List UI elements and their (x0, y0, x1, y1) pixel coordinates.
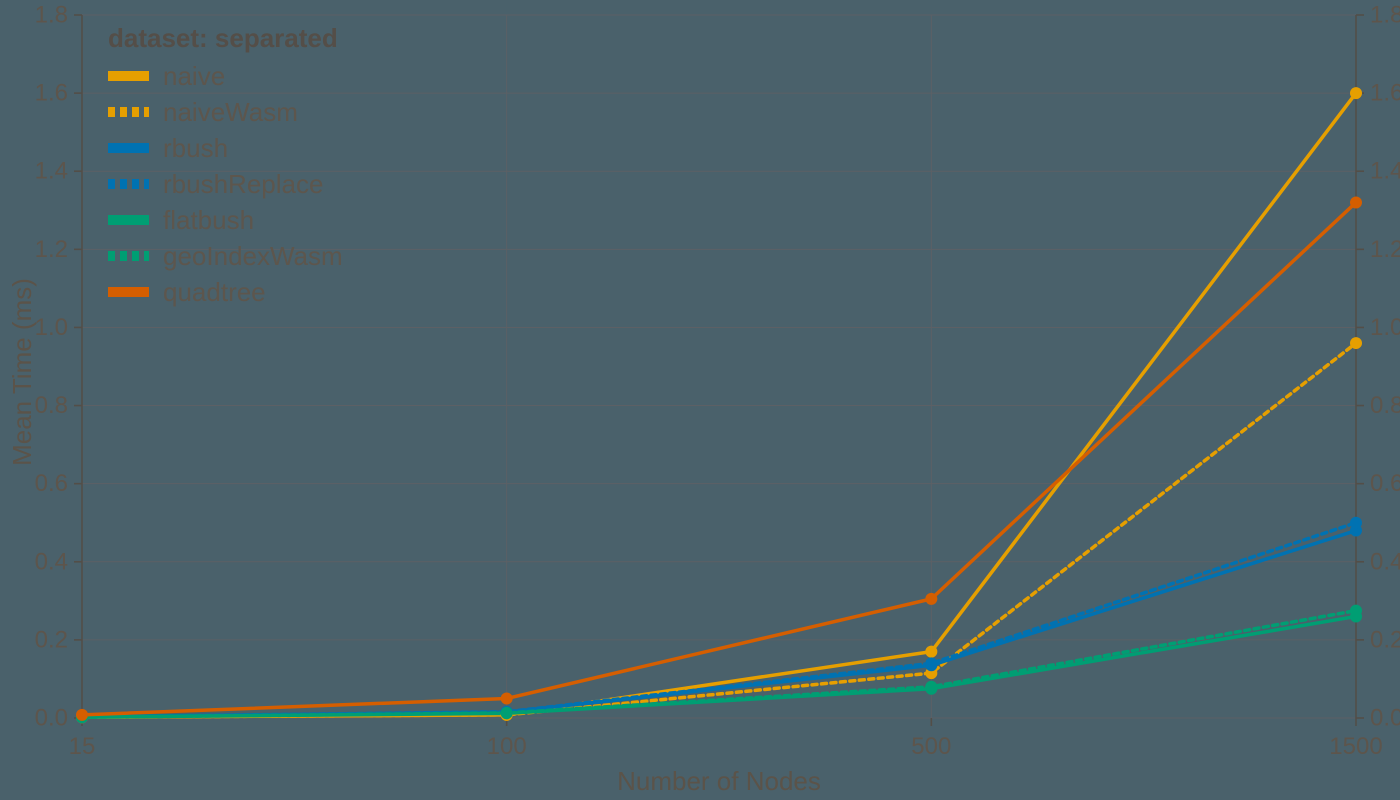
legend-item-rbushReplace: rbushReplace (108, 166, 343, 202)
x-tick-label: 15 (69, 733, 96, 760)
legend-label: naive (163, 60, 226, 91)
series-line-geoIndexWasm (80, 608, 1358, 719)
y-tick-label-right: 1.8 (1370, 2, 1400, 29)
x-tick-label: 100 (487, 733, 527, 760)
legend-swatch-solid (108, 215, 149, 225)
legend-label: rbushReplace (163, 168, 324, 199)
x-tick-label: 500 (911, 733, 951, 760)
data-series (76, 87, 1362, 724)
data-point-geoIndexWasm (1350, 604, 1362, 617)
legend-label: flatbush (163, 204, 255, 235)
legend-label: quadtree (163, 276, 266, 307)
data-point-quadtree (1350, 196, 1362, 209)
y-tick-label-left: 0.8 (35, 392, 68, 419)
legend-swatch-dashed (108, 107, 149, 117)
legend-label: geoIndexWasm (163, 240, 343, 271)
tick-labels: 0.0 0.0 0.2 0.2 0.4 0.4 0.6 0.6 0.8 0.8 1.0 1.0 1.2 1… (35, 2, 1400, 761)
y-tick-label-left: 1.4 (35, 158, 68, 185)
data-point-geoIndexWasm (925, 680, 938, 693)
y-tick-label-left: 0.0 (35, 705, 68, 732)
y-tick-label-right: 0.4 (1370, 548, 1400, 575)
legend-swatch-dashed (108, 251, 149, 261)
legend-swatch-solid (108, 143, 149, 153)
data-point-quadtree (500, 692, 513, 705)
legend-item-naiveWasm: naiveWasm (108, 94, 343, 130)
y-tick-label-left: 1.8 (35, 2, 68, 29)
y-tick-label-left: 0.2 (35, 626, 68, 653)
y-tick-label-right: 1.6 (1370, 80, 1400, 107)
legend-swatch-dashed (108, 179, 149, 189)
data-point-rbushReplace (1350, 516, 1362, 529)
data-point-quadtree (925, 592, 938, 605)
y-tick-label-right: 1.2 (1370, 236, 1400, 263)
data-point-rbushReplace (925, 657, 938, 670)
y-tick-label-right: 0.2 (1370, 626, 1400, 653)
legend-item-naive: naive (108, 58, 343, 94)
y-tick-label-right: 1.4 (1370, 158, 1400, 185)
legend-title: dataset: separated (108, 23, 338, 53)
data-point-naive (1350, 87, 1362, 100)
y-tick-label-left: 1.0 (35, 314, 68, 341)
y-tick-label-right: 1.0 (1370, 314, 1400, 341)
legend: dataset: separated naive naiveWasm rbush rb… (108, 24, 343, 310)
legend-item-flatbush: flatbush (108, 202, 343, 238)
data-point-naiveWasm (1350, 337, 1362, 350)
y-tick-label-right: 0.6 (1370, 470, 1400, 497)
legend-label: rbush (163, 132, 229, 163)
data-point-geoIndexWasm (500, 706, 513, 719)
y-tick-label-left: 1.2 (35, 236, 68, 263)
legend-item-geoIndexWasm: geoIndexWasm (108, 238, 343, 274)
series-line-naiveWasm (80, 341, 1358, 719)
legend-item-quadtree: quadtree (108, 274, 343, 310)
legend-label: naiveWasm (163, 96, 298, 127)
data-point-quadtree (76, 708, 88, 721)
legend-item-rbush: rbush (108, 130, 343, 166)
legend-items: naive naiveWasm rbush rbushReplace flatbush g… (108, 58, 343, 310)
y-tick-label-left: 0.6 (35, 470, 68, 497)
data-point-naive (925, 645, 938, 658)
y-tick-label-left: 0.4 (35, 548, 68, 575)
y-tick-label-right: 0.0 (1370, 705, 1400, 732)
y-tick-label-left: 1.6 (35, 80, 68, 107)
series-line-rbushReplace (80, 520, 1358, 719)
x-tick-label: 1500 (1329, 733, 1382, 760)
x-axis-title: Number of Nodes (617, 766, 821, 796)
legend-swatch-solid (108, 71, 149, 81)
y-axis-title: Mean Time (ms) (7, 278, 37, 466)
axes (74, 14, 1364, 726)
legend-swatch-solid (108, 287, 149, 297)
series-line-quadtree (80, 200, 1358, 717)
series-line-flatbush (80, 614, 1358, 719)
y-tick-label-right: 0.8 (1370, 392, 1400, 419)
